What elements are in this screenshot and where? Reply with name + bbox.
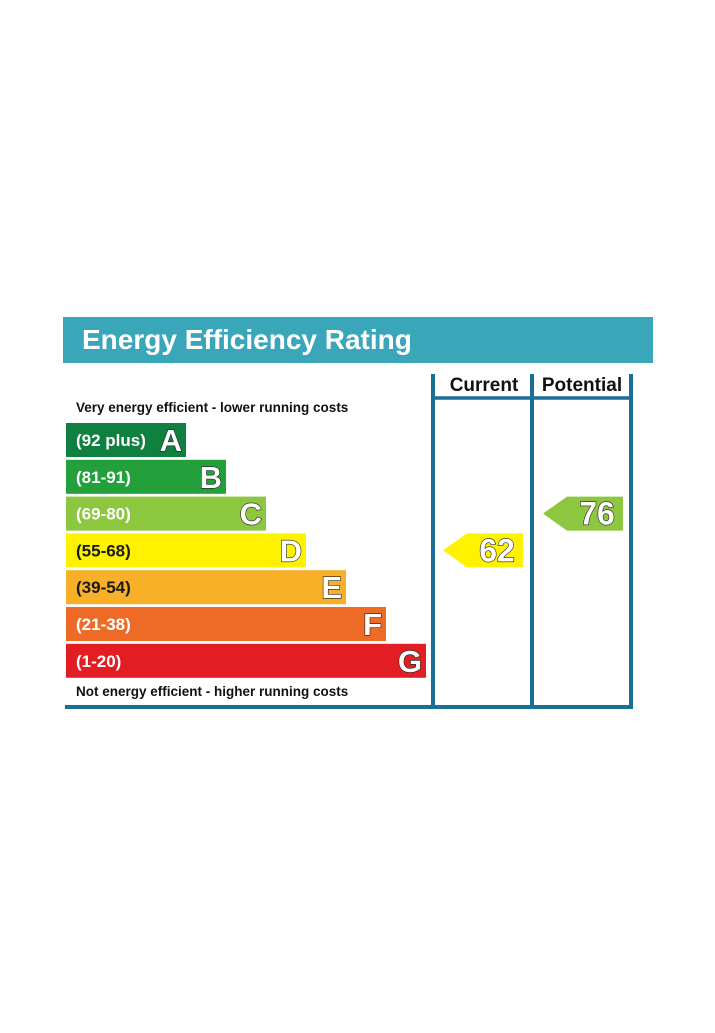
band-bar [66,607,386,641]
band-bar [66,496,266,531]
band-letter: E [321,570,342,605]
band-f: (21-38) F [66,606,386,643]
band-bar [66,423,186,457]
band-d: (55-68) D [66,533,306,569]
score-value: 76 [579,496,615,532]
band-letter: A [160,423,182,458]
band-bar [66,570,346,605]
band-a: (92 plus) A [66,422,186,459]
column-header-potential: Potential [542,375,622,396]
band-range-label: (39-54) [76,578,131,597]
band-letter: B [200,460,222,495]
band-range-label: (81-91) [76,468,131,487]
rating-bands: (92 plus) A(81-91) B(69-80) C(55-68) D(39-54… [66,422,426,679]
band-e: (39-54) E [66,570,346,606]
band-letter: G [398,644,422,679]
score-arrow [543,496,623,531]
band-range-label: (1-20) [76,652,121,671]
band-range-label: (69-80) [76,505,131,524]
top-note: Very energy efficient - lower running co… [76,400,348,415]
band-range-label: (55-68) [76,541,131,560]
band-range-label: (92 plus) [76,431,146,450]
column-header-current: Current [450,375,519,396]
chart-title: Energy Efficiency Rating [82,324,412,355]
score-arrows: 62 76 [443,495,623,569]
band-letter: C [240,497,262,532]
band-g: (1-20) G [66,643,426,679]
band-bar [66,533,306,568]
band-letter: D [280,533,302,568]
band-b: (81-91) B [66,459,226,495]
bottom-note: Not energy efficient - higher running co… [76,684,348,699]
score-arrow [443,533,523,568]
band-bar [66,459,226,494]
band-c: (69-80) C [66,496,266,532]
chart-frame [65,374,633,709]
band-bar [66,643,426,678]
band-letter: F [363,607,382,642]
score-potential: 76 [543,495,623,532]
title-bar [63,317,653,363]
score-current: 62 [443,532,523,569]
band-range-label: (21-38) [76,615,131,634]
score-value: 62 [479,532,515,568]
